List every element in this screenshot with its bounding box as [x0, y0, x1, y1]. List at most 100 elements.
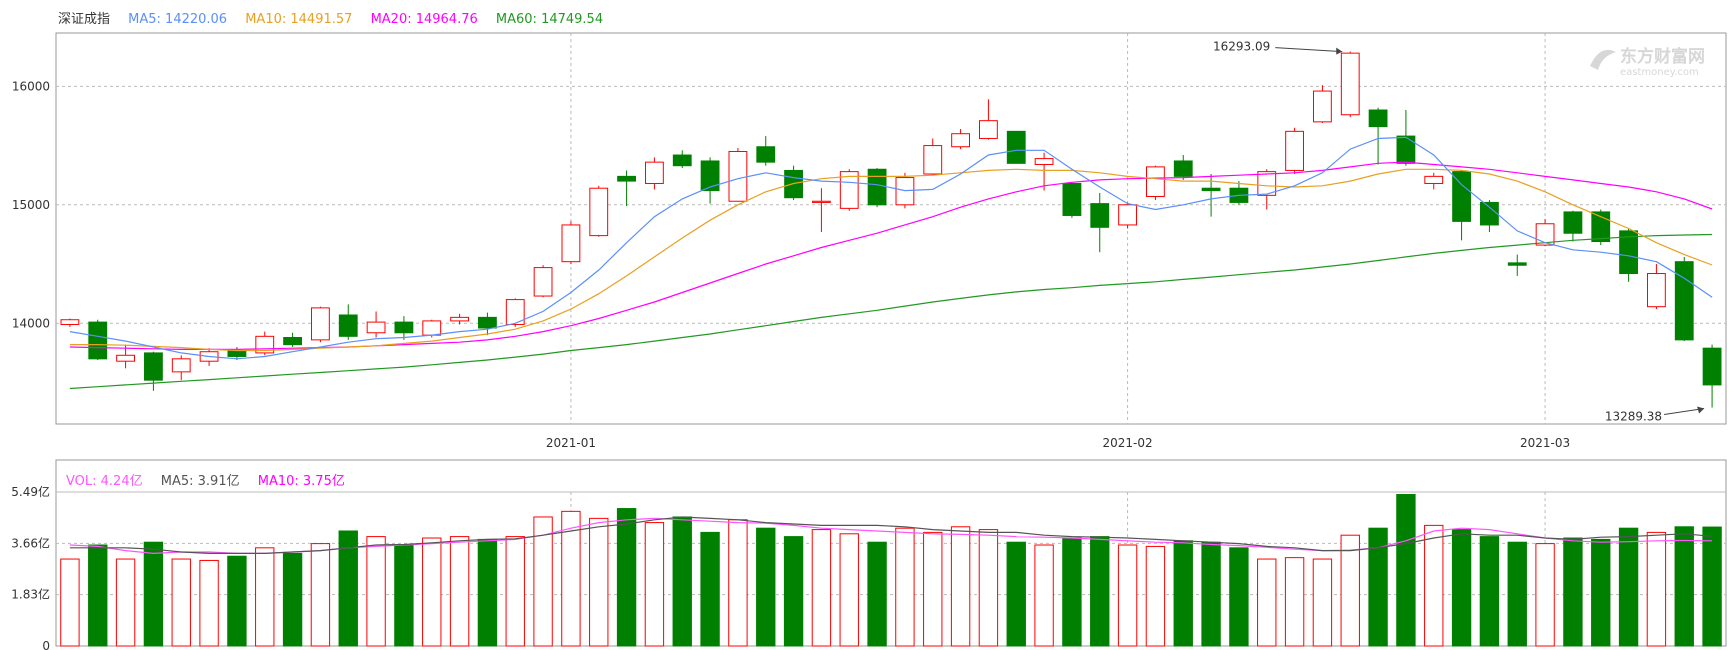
x-tick-label: 2021-01	[546, 436, 596, 450]
volume-bar	[811, 529, 832, 647]
volume-bar	[561, 510, 581, 647]
ma5-line	[69, 136, 1713, 360]
candle-body	[1034, 158, 1054, 166]
volume-bar	[1507, 541, 1527, 647]
candle-body	[1173, 160, 1193, 177]
high-annotation-label: 16293.09	[1213, 40, 1270, 54]
candle-body	[311, 307, 330, 341]
candle-body	[589, 187, 609, 237]
ma10-line	[69, 168, 1713, 352]
volume-bar	[1424, 524, 1444, 647]
candle-body	[1368, 109, 1388, 128]
candle-body	[756, 146, 776, 163]
high-annotation-arrow	[1275, 47, 1343, 53]
legend-ma20: MA20: 14964.76	[370, 12, 478, 27]
candle-body	[1452, 171, 1471, 222]
volume-bar	[1591, 538, 1611, 647]
candle-body	[1257, 171, 1277, 196]
candle-body	[1563, 211, 1583, 234]
candle-body	[450, 316, 469, 322]
candle-body	[645, 161, 664, 184]
volume-bar	[895, 527, 915, 647]
volume-bar	[88, 544, 108, 647]
volume-bar	[589, 517, 609, 647]
volume-bar	[1284, 557, 1305, 647]
legend-vol-ma10: MA10: 3.75亿	[257, 474, 345, 489]
volume-bar	[1702, 526, 1722, 647]
ma60-line	[69, 233, 1713, 390]
candle-body	[1480, 201, 1499, 226]
candle-body	[283, 337, 302, 346]
candle-body	[812, 200, 831, 203]
candle-body	[144, 352, 163, 381]
candle-body	[617, 175, 636, 182]
candle-body	[116, 354, 135, 362]
volume-bar	[1062, 537, 1082, 647]
price-y-tick-label: 16000	[12, 79, 50, 93]
volume-y-tick-label: 5.49亿	[11, 484, 50, 499]
candle-body	[60, 319, 80, 325]
legend-vol-ma5: MA5: 3.91亿	[160, 474, 240, 489]
candle-body	[422, 320, 442, 336]
price-y-tick-label: 14000	[12, 316, 50, 330]
volume-panel-frame	[55, 459, 1727, 647]
candle-body	[1424, 175, 1444, 184]
low-annotation-arrow	[1664, 407, 1705, 415]
volume-bar	[783, 536, 804, 647]
candle-body	[366, 321, 386, 334]
candle-body	[1313, 90, 1332, 123]
candle-body	[867, 168, 887, 206]
watermark-logo: 东方财富网	[1620, 46, 1705, 67]
volume-bar	[1451, 529, 1472, 647]
volume-bar	[1006, 541, 1026, 647]
volume-bar	[199, 559, 219, 647]
candle-body	[1591, 211, 1611, 243]
price-panel-frame	[55, 32, 1727, 425]
volume-bar	[171, 558, 191, 647]
candle-body	[1201, 187, 1221, 192]
volume-bar	[1535, 543, 1555, 647]
candle-body	[478, 316, 497, 329]
candle-body	[700, 160, 720, 192]
volume-bar	[672, 516, 692, 647]
x-tick-label: 2021-02	[1103, 436, 1153, 450]
candle-body	[1674, 261, 1694, 341]
price-y-tick-label: 15000	[12, 198, 50, 212]
volume-bar	[1173, 540, 1193, 647]
volume-bar	[282, 552, 303, 647]
volume-bar	[1368, 527, 1388, 647]
volume-bar	[477, 538, 498, 647]
low-annotation-label: 13289.38	[1605, 409, 1662, 423]
volume-bar	[616, 508, 637, 647]
volume-bar	[1201, 541, 1221, 647]
volume-bar	[1090, 536, 1110, 647]
volume-bar	[978, 529, 999, 647]
volume-bar	[1312, 558, 1333, 647]
volume-bar	[950, 526, 971, 647]
volume-bar	[115, 558, 136, 647]
volume-bar	[449, 536, 470, 647]
volume-bar	[394, 544, 414, 647]
candle-body	[1146, 166, 1165, 198]
candle-body	[1396, 135, 1416, 164]
candle-body	[227, 350, 247, 357]
candle-body	[979, 120, 998, 139]
volume-bar	[1646, 531, 1667, 647]
candle-body	[505, 299, 525, 325]
volume-bar	[227, 555, 247, 647]
candle-body	[1285, 130, 1304, 171]
legend-ma10: MA10: 14491.57	[245, 12, 353, 27]
volume-y-tick-label: 1.83亿	[11, 587, 50, 602]
legend-ma60: MA60: 14749.54	[495, 12, 604, 27]
watermark-icon	[1590, 49, 1616, 70]
low-annotation-arrowhead	[1697, 406, 1705, 414]
watermark-domain: eastmoney.com	[1620, 67, 1699, 78]
volume-bar	[338, 530, 358, 647]
volume-ma5-line	[69, 516, 1713, 554]
candle-body	[1118, 204, 1137, 226]
x-tick-label: 2021-03	[1520, 436, 1570, 450]
volume-y-tick-label: 3.66亿	[11, 535, 50, 550]
candle-body	[88, 321, 108, 360]
high-annotation-arrowhead	[1336, 47, 1343, 55]
